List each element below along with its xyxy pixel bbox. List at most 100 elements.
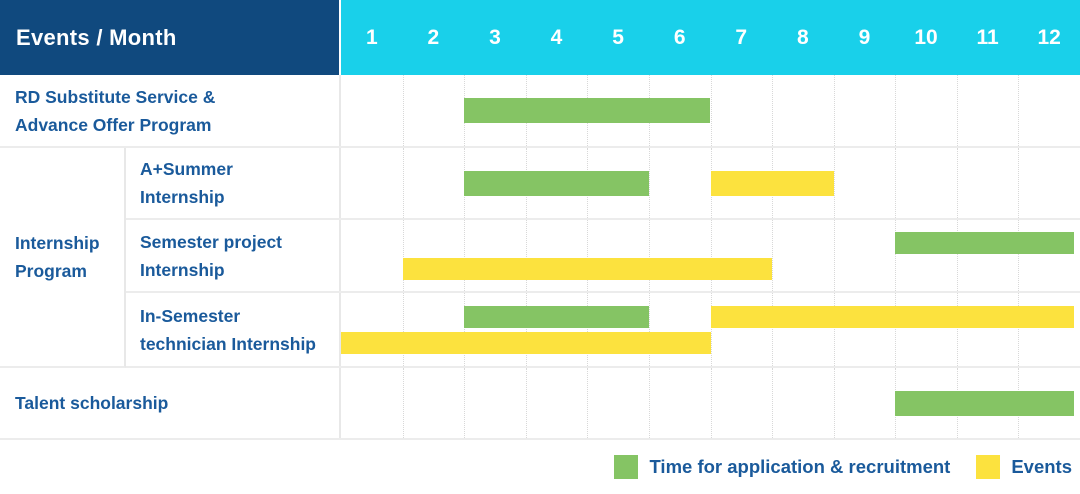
month-gridline <box>895 75 897 146</box>
month-gridline <box>956 220 958 291</box>
month-gridline <box>402 75 404 146</box>
month-label: 10 <box>914 25 938 49</box>
gantt-bar-yellow <box>710 170 834 196</box>
legend-item-application-recruitment: Time for application & recruitment <box>614 455 950 479</box>
month-gridline <box>525 368 527 438</box>
lane-stack <box>341 220 1080 291</box>
month-gridline <box>833 293 835 366</box>
row-label-rd-substitute: RD Substitute Service & Advance Offer Pr… <box>0 75 341 146</box>
row-label-semester-project-internship: Semester project Internship <box>126 220 341 291</box>
month-gridline <box>402 220 404 291</box>
chart-cell-a-summer-internship <box>341 148 1080 218</box>
month-gridline <box>1018 293 1020 366</box>
row-in-semester-technician-internship: In-Semester technician Internship <box>126 293 1080 368</box>
month-gridline <box>648 220 650 291</box>
month-gridline <box>1018 148 1020 218</box>
row-label-a-summer-internship: A+Summer Internship <box>126 148 341 218</box>
month-gridline <box>648 368 650 438</box>
gantt-lane <box>341 305 1080 328</box>
month-gridline <box>895 148 897 218</box>
month-gridline <box>525 293 527 366</box>
month-gridline <box>772 293 774 366</box>
gantt-lane <box>341 331 1080 354</box>
month-gridline <box>402 148 404 218</box>
month-gridline <box>833 75 835 146</box>
legend-item-events: Events <box>976 455 1072 479</box>
gantt-lane <box>341 390 1080 416</box>
lane-stack <box>341 75 1080 146</box>
group-label-internship-program: Internship Program <box>0 148 126 368</box>
events-month-header-cell: Events / Month <box>0 0 341 75</box>
month-gridline <box>710 75 712 146</box>
month-label: 5 <box>612 25 624 49</box>
gantt-lane <box>341 98 1080 123</box>
lane-stack <box>341 148 1080 218</box>
month-label: 6 <box>673 25 686 49</box>
month-gridline <box>402 293 404 366</box>
month-gridline <box>833 220 835 291</box>
chart-cell-rd-substitute <box>341 75 1080 146</box>
group-internship-program: Internship Program A+Summer Internship S… <box>0 148 1080 368</box>
lane-stack <box>341 368 1080 438</box>
gantt-bar-green <box>895 231 1074 254</box>
lane-stack <box>341 293 1080 366</box>
month-gridline <box>710 293 712 366</box>
row-rd-substitute: RD Substitute Service & Advance Offer Pr… <box>0 75 1080 148</box>
month-gridline <box>648 148 650 218</box>
month-label: 3 <box>489 25 501 49</box>
month-gridline <box>1018 220 1020 291</box>
gantt-bar-green <box>464 98 711 123</box>
month-gridline <box>895 220 897 291</box>
legend: Time for application & recruitment Event… <box>0 440 1080 494</box>
gantt-lane <box>341 170 1080 196</box>
chart-cell-semester-project-internship <box>341 220 1080 291</box>
month-gridline <box>772 220 774 291</box>
gantt-lane <box>341 231 1080 254</box>
month-gridline <box>1018 75 1020 146</box>
gantt-bar-yellow <box>341 331 711 354</box>
green-swatch-icon <box>614 455 639 479</box>
legend-label-application-recruitment: Time for application & recruitment <box>649 456 951 477</box>
gantt-bar-yellow <box>402 257 773 280</box>
gantt-bar-green <box>464 170 649 196</box>
month-label: 9 <box>858 25 871 49</box>
month-gridline <box>464 220 466 291</box>
month-label: 1 <box>365 25 378 49</box>
month-label: 11 <box>976 25 999 49</box>
gantt-bar-yellow <box>710 305 1074 328</box>
month-gridline <box>772 75 774 146</box>
table-header: Events / Month 1 2 3 4 5 6 7 8 9 10 11 12 <box>0 0 1080 75</box>
gantt-lane <box>341 257 1080 280</box>
month-label: 12 <box>1037 25 1061 49</box>
month-header-cells: 1 2 3 4 5 6 7 8 9 10 11 12 <box>341 0 1080 75</box>
row-label-talent-scholarship: Talent scholarship <box>0 368 341 438</box>
month-label: 2 <box>427 25 440 49</box>
yellow-swatch-icon <box>976 455 1001 479</box>
gantt-bar-green <box>464 305 649 328</box>
row-talent-scholarship: Talent scholarship <box>0 368 1080 440</box>
month-gridline <box>648 293 650 366</box>
month-gridline <box>710 220 712 291</box>
month-gridline <box>587 220 589 291</box>
month-gridline <box>895 293 897 366</box>
month-label: 8 <box>796 25 809 49</box>
month-gridline <box>710 368 712 438</box>
month-gridline <box>833 368 835 438</box>
chart-cell-in-semester-technician-internship <box>341 293 1080 366</box>
month-label: 4 <box>550 25 563 49</box>
month-gridline <box>402 368 404 438</box>
row-semester-project-internship: Semester project Internship <box>126 220 1080 293</box>
row-a-summer-internship: A+Summer Internship <box>126 148 1080 220</box>
gantt-bar-green <box>895 390 1074 416</box>
month-gridline <box>464 293 466 366</box>
month-gridline <box>956 293 958 366</box>
month-gridline <box>464 368 466 438</box>
month-gridline <box>587 293 589 366</box>
internship-subrows: A+Summer Internship Semester project Int… <box>126 148 1080 368</box>
month-label: 7 <box>735 25 748 49</box>
month-gridline <box>833 148 835 218</box>
chart-cell-talent-scholarship <box>341 368 1080 438</box>
month-gridline <box>956 148 958 218</box>
month-gridline <box>956 75 958 146</box>
